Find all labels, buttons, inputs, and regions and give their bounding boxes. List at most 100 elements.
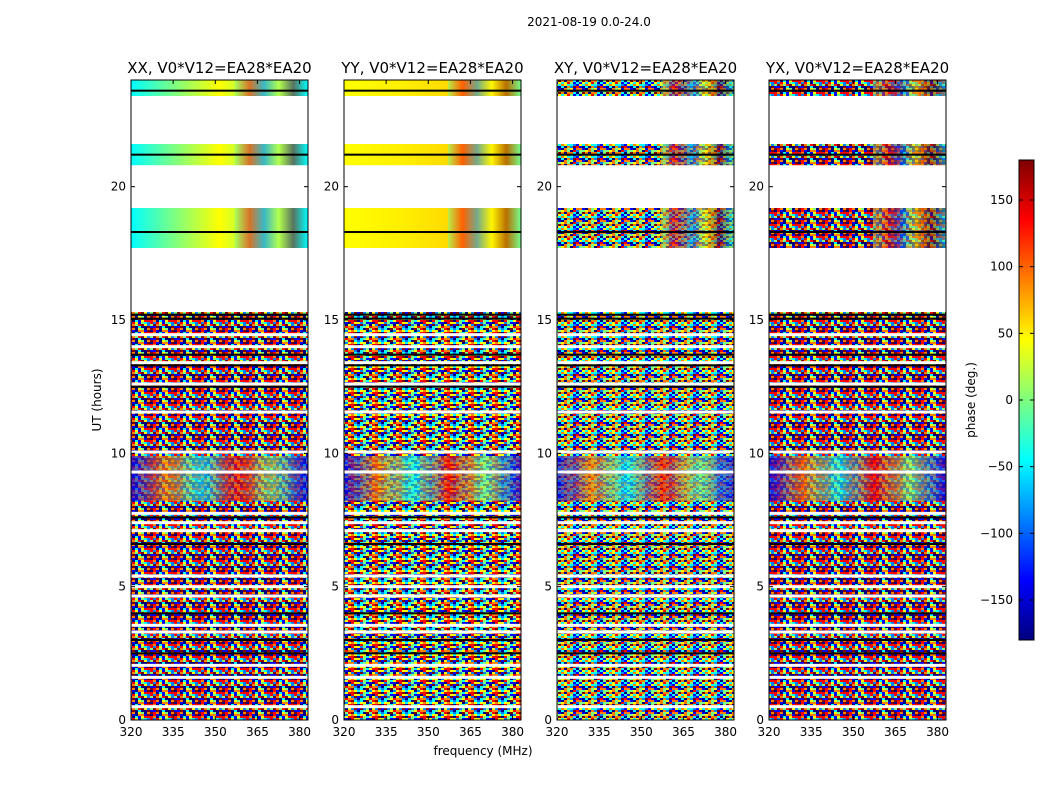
data-gap-row	[344, 382, 521, 386]
flag-line	[344, 353, 521, 356]
data-gap	[131, 96, 308, 144]
x-tick-label: 350	[842, 725, 865, 739]
colorbar-tick-label: −100	[980, 526, 1013, 540]
data-gap-row	[769, 410, 946, 414]
fringe-band	[344, 456, 521, 502]
data-gap-row	[344, 450, 521, 454]
data-gap-row	[769, 470, 946, 474]
data-gap-row	[557, 410, 734, 414]
data-gap	[131, 165, 308, 208]
heatmap-fringe-segment	[872, 80, 946, 96]
flag-line	[131, 317, 308, 320]
y-tick-label: 10	[111, 446, 126, 460]
y-tick-label: 0	[118, 713, 126, 727]
data-gap-row	[769, 675, 946, 679]
flag-line	[557, 364, 734, 367]
x-tick-label: 335	[162, 725, 185, 739]
data-gap-row	[344, 361, 521, 365]
flag-line	[131, 612, 308, 615]
panel-title: YX, V0*V12=EA28*EA20	[765, 59, 949, 77]
flag-line	[131, 231, 308, 233]
data-gap-row	[344, 574, 521, 578]
data-gap-row	[131, 470, 308, 474]
data-gap-row	[557, 345, 734, 349]
data-gap-row	[769, 361, 946, 365]
flag-line	[344, 639, 521, 641]
y-tick-label: 10	[324, 446, 339, 460]
x-tick-label: 350	[417, 725, 440, 739]
data-gap-row	[344, 705, 521, 709]
data-gap-row	[344, 410, 521, 414]
data-gap	[769, 165, 946, 208]
x-axis-label: frequency (MHz)	[433, 744, 532, 758]
data-gap-row	[557, 450, 734, 454]
data-gap-row	[131, 705, 308, 709]
data-gap-row	[557, 511, 734, 515]
flag-line	[557, 313, 734, 316]
data-gap-row	[557, 594, 734, 598]
x-tick-label: 335	[800, 725, 823, 739]
panel-title: XX, V0*V12=EA28*EA20	[127, 59, 311, 77]
data-gap	[769, 248, 946, 312]
flag-line	[344, 543, 521, 545]
axes-frame	[768, 79, 947, 721]
data-gap-row	[769, 663, 946, 667]
heatmap-fringe-segment	[234, 208, 308, 248]
x-tick-label: 320	[546, 725, 569, 739]
heatmap-fringe-segment	[660, 208, 734, 248]
fringe-band	[131, 456, 308, 502]
data-gap-row	[769, 630, 946, 634]
flag-line	[557, 153, 734, 156]
y-tick-label: 0	[331, 713, 339, 727]
data-gap-row	[131, 574, 308, 578]
heatmap-lower-block	[344, 312, 521, 720]
data-gap-row	[557, 630, 734, 634]
y-tick-label: 15	[324, 313, 339, 327]
x-tick-label: 320	[758, 725, 781, 739]
x-tick-label: 365	[246, 725, 269, 739]
flag-line	[557, 317, 734, 320]
data-gap-row	[769, 529, 946, 533]
flag-line	[131, 516, 308, 519]
data-gap	[769, 96, 946, 144]
x-tick-label: 380	[288, 725, 311, 739]
data-gap-row	[769, 333, 946, 337]
flag-line	[131, 153, 308, 156]
colorbar-tick-label: −150	[980, 593, 1013, 607]
heatmap-fringe-segment	[872, 208, 946, 248]
data-gap-row	[557, 521, 734, 525]
panel-xx: XX, V0*V12=EA28*EA20 320 335 350 365 380 0 5 10 1…	[111, 59, 312, 739]
data-gap-row	[344, 333, 521, 337]
flag-line	[557, 89, 734, 92]
colorbar: 150 100 50 0 −50 −100 −150	[980, 159, 1035, 641]
heatmap-fringe-segment	[447, 80, 521, 96]
data-gap	[557, 248, 734, 312]
x-tick-label: 365	[459, 725, 482, 739]
data-gap	[131, 248, 308, 312]
flag-line	[131, 364, 308, 367]
flag-line	[769, 364, 946, 367]
flag-line	[131, 89, 308, 92]
flag-line	[131, 385, 308, 388]
flag-line	[557, 543, 734, 545]
data-gap-row	[557, 675, 734, 679]
y-tick-label: 10	[749, 446, 764, 460]
flag-line	[344, 516, 521, 519]
data-gap-row	[769, 594, 946, 598]
flag-line	[557, 652, 734, 655]
data-gap-row	[131, 345, 308, 349]
data-gap-row	[344, 585, 521, 589]
data-gap	[557, 165, 734, 208]
flag-line	[769, 231, 946, 233]
data-gap-row	[557, 663, 734, 667]
data-gap-row	[557, 361, 734, 365]
data-gap-row	[131, 594, 308, 598]
flag-line	[344, 317, 521, 320]
data-gap	[344, 96, 521, 144]
x-tick-label: 380	[926, 725, 949, 739]
data-gap-row	[769, 521, 946, 525]
data-gap-row	[557, 705, 734, 709]
y-tick-label: 20	[537, 180, 552, 194]
heatmap-lower-block	[769, 312, 946, 720]
